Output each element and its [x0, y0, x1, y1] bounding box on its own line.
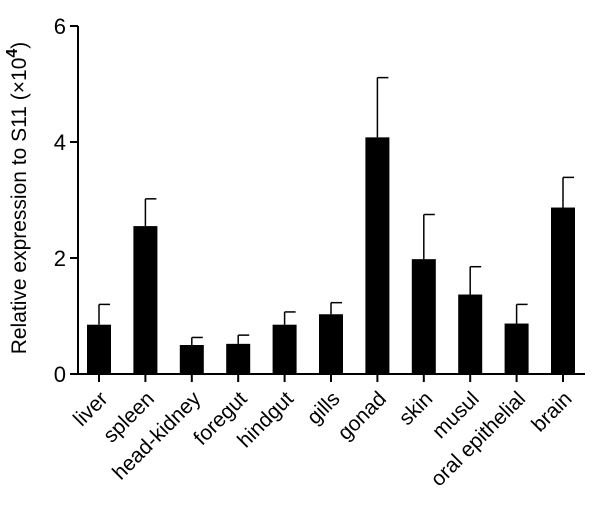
bars [87, 76, 575, 382]
bar-skin [411, 259, 436, 374]
y-axis-label-exponent: 4 [4, 49, 21, 58]
bar-foregut [226, 343, 251, 374]
bar-spleen [133, 226, 158, 374]
y-tick-label: 2 [54, 246, 66, 271]
bar-gonad [365, 137, 390, 374]
y-axis-label-close: ) [8, 42, 31, 49]
y-ticks: 0 2 4 6 [54, 14, 78, 387]
bar-hindgut [272, 324, 297, 374]
category-label: brain [527, 387, 576, 436]
y-tick-label: 4 [54, 130, 66, 155]
bar-liver [87, 324, 111, 374]
bar-oral-epithelial [504, 323, 529, 374]
y-tick-label: 0 [54, 362, 66, 387]
bar-head-kidney [179, 345, 204, 374]
bar-gills [319, 314, 343, 374]
y-axis-label: Relative expression to S11 (×104) [4, 42, 31, 355]
bar-musul [458, 294, 483, 374]
bar-brain [551, 207, 575, 374]
y-tick-label: 6 [54, 14, 66, 39]
category-label: gonad [333, 387, 391, 445]
